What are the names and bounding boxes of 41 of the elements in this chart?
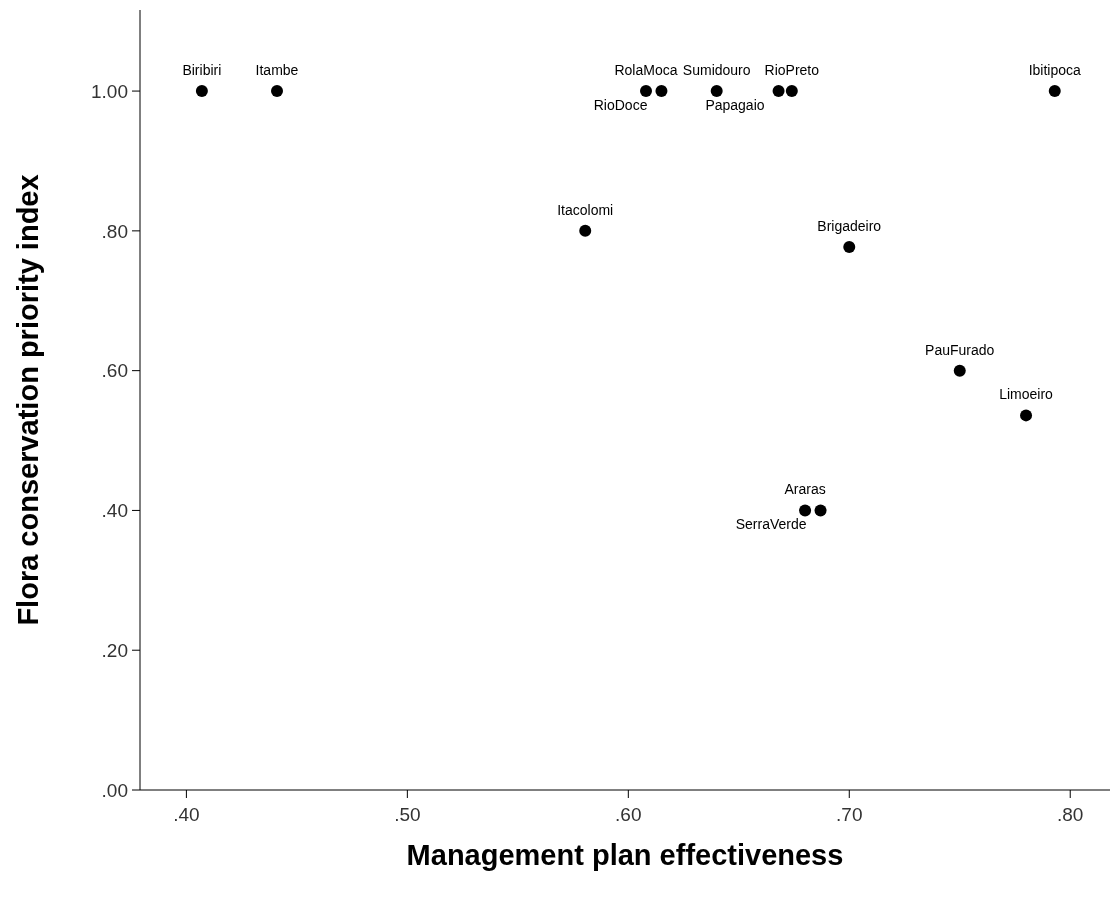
point xyxy=(1020,409,1033,422)
annotation: Ibitipoca xyxy=(1028,62,1082,79)
point xyxy=(843,240,856,253)
annotation: RolaMoca xyxy=(614,62,678,79)
x-tick-label: .40 xyxy=(173,804,200,825)
y-tick-label: 1.00 xyxy=(91,80,128,102)
x-axis-title: Management plan effectiveness xyxy=(406,839,844,871)
point xyxy=(710,85,723,98)
annotation: PauFurado xyxy=(925,341,995,358)
annotation: Brigadeiro xyxy=(817,217,882,234)
y-tick-label: .80 xyxy=(101,220,128,242)
annotation: RioDoce xyxy=(593,97,648,114)
point xyxy=(655,85,668,98)
annotation: Itambe xyxy=(255,62,299,79)
point xyxy=(579,224,592,237)
point xyxy=(772,85,785,98)
point xyxy=(270,85,283,98)
x-tick-label: .50 xyxy=(394,804,421,825)
x-tick-label: .60 xyxy=(615,804,642,825)
point xyxy=(195,85,208,98)
y-tick-label: .60 xyxy=(101,360,128,382)
point xyxy=(639,85,652,98)
point xyxy=(814,504,827,517)
annotation: RioPreto xyxy=(764,62,820,79)
annotation: Papagaio xyxy=(705,97,765,114)
point xyxy=(785,85,798,98)
point xyxy=(953,364,966,377)
annotation: Limoeiro xyxy=(999,386,1054,403)
y-axis-title: Flora conservation priority index xyxy=(12,174,44,626)
annotation: Araras xyxy=(784,481,826,498)
annotation: Biribiri xyxy=(182,62,222,79)
x-tick-label: .70 xyxy=(836,804,863,825)
point xyxy=(799,504,812,517)
y-tick-label: .00 xyxy=(101,779,128,801)
x-tick-label: .80 xyxy=(1057,804,1084,825)
point xyxy=(1048,85,1061,98)
annotation: SerraVerde xyxy=(735,516,807,533)
y-tick-label: .20 xyxy=(101,639,128,661)
annotation: Itacolomi xyxy=(557,201,614,218)
annotation: Sumidouro xyxy=(682,62,751,79)
y-tick-label: .40 xyxy=(101,500,128,522)
